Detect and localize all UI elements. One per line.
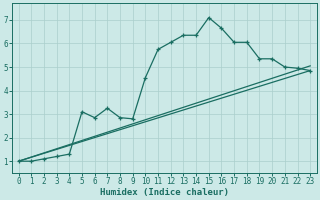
X-axis label: Humidex (Indice chaleur): Humidex (Indice chaleur): [100, 188, 229, 197]
